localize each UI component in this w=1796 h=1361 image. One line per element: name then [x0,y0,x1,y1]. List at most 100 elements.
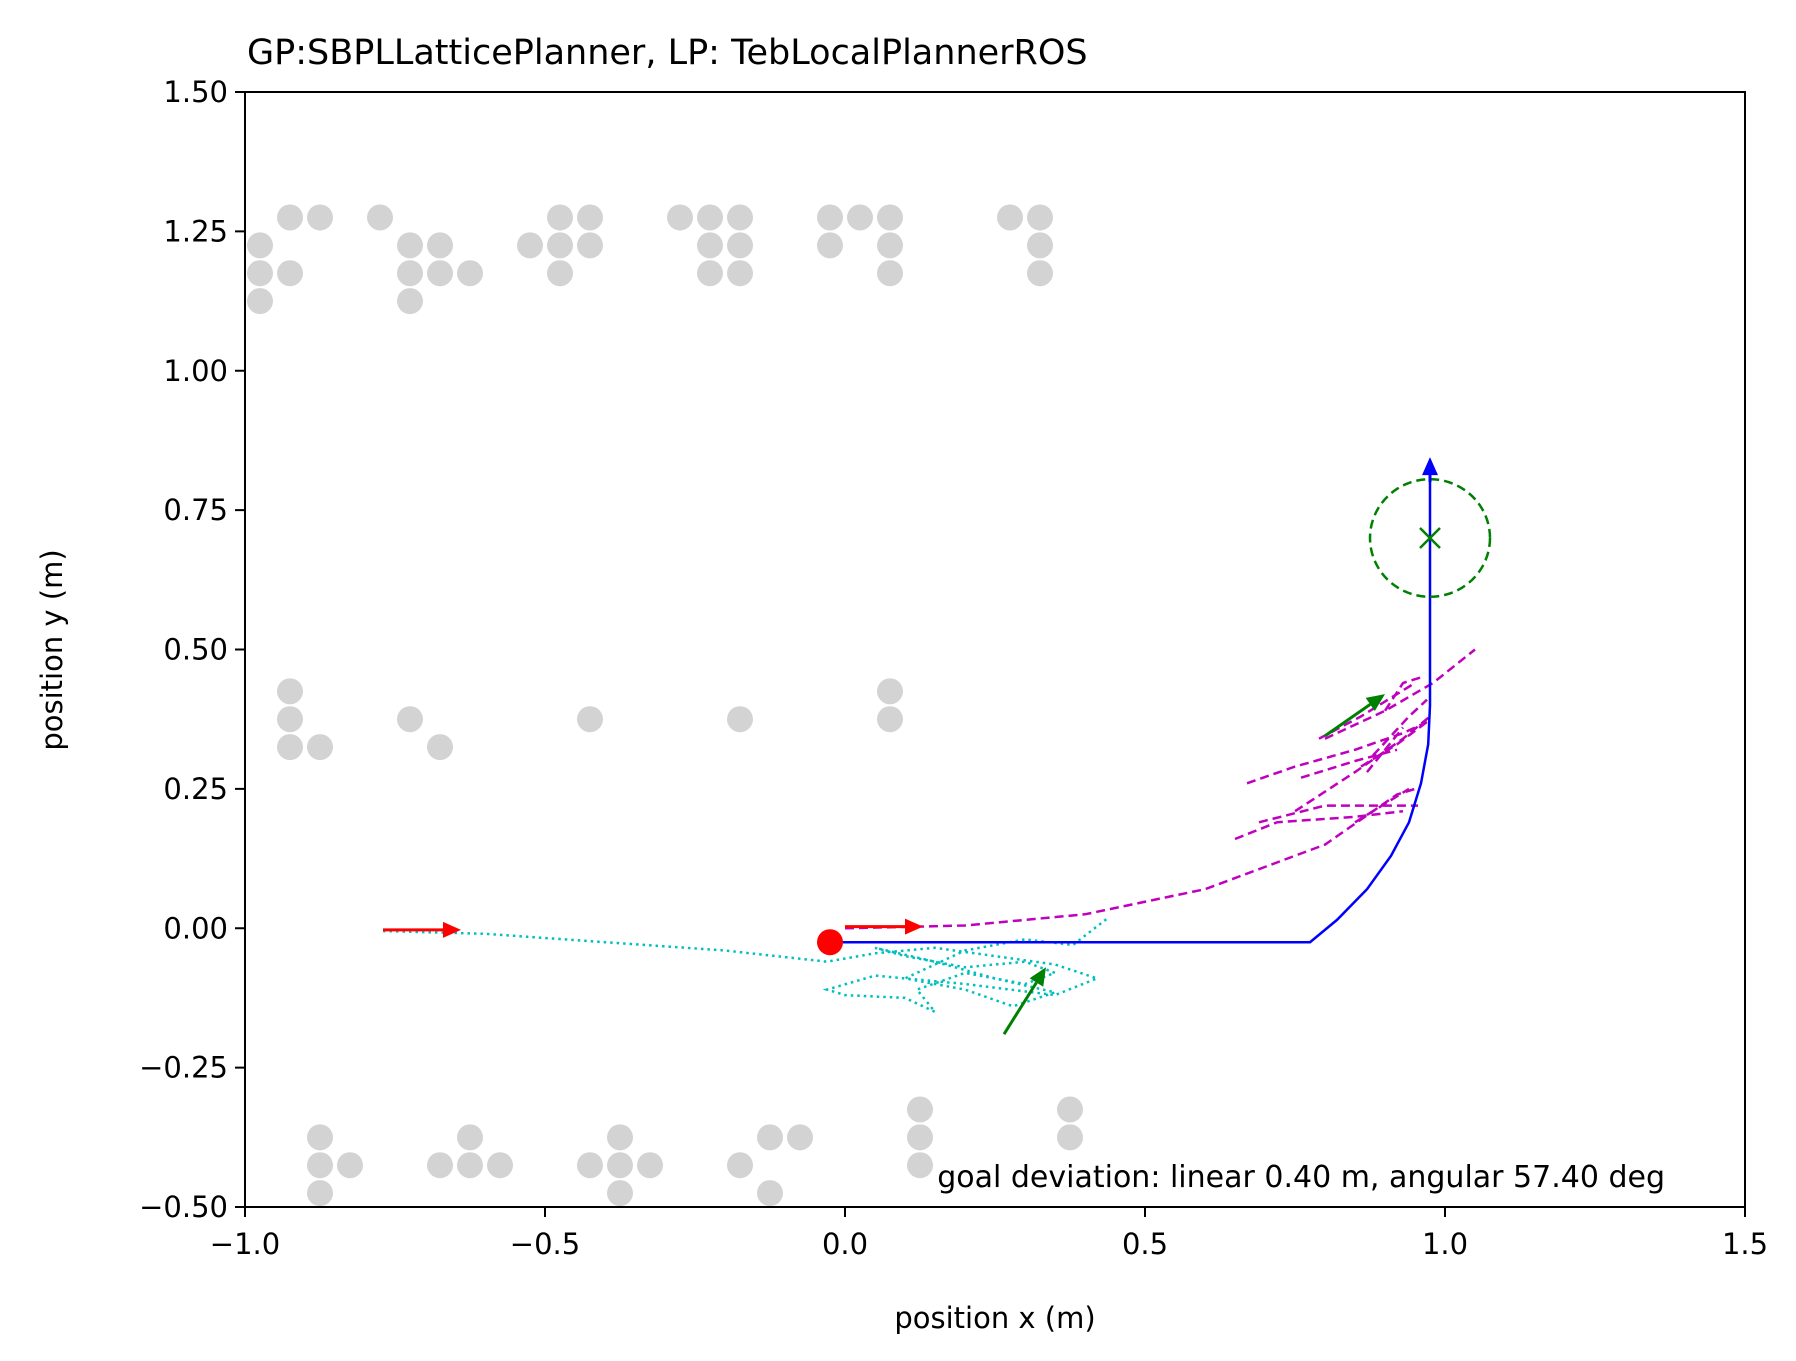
trajectory-line [382,916,1110,1014]
obstacle-point [397,232,423,259]
arrows-layer [383,457,1438,1035]
obstacle-point [427,1152,453,1179]
obstacle-point [877,232,903,259]
obstacle-point [277,678,303,705]
obstacle-point [637,1152,663,1179]
x-tick-label: 0.0 [822,1227,868,1261]
obstacle-point [1027,260,1053,287]
obstacle-point [577,706,603,733]
obstacle-point [517,232,543,259]
obstacle-point [397,260,423,287]
start-layer [817,929,843,956]
obstacle-point [277,706,303,733]
obstacle-point [997,204,1023,231]
obstacle-point [697,260,723,287]
obstacle-point [427,260,453,287]
obstacles-layer [247,204,1083,1207]
obstacle-point [727,204,753,231]
local-plan-line [1372,698,1428,757]
y-tick-label: 1.25 [163,214,228,248]
obstacle-point [817,204,843,231]
goal-deviation-annotation: goal deviation: linear 0.40 m, angular 5… [937,1160,1665,1195]
local-plan-line [844,787,1416,930]
obstacle-point [877,678,903,705]
y-tick-label: 0.00 [163,911,228,945]
y-axis-label: position y (m) [35,549,69,750]
obstacle-point [307,1124,333,1151]
obstacle-point [787,1124,813,1151]
obstacle-point [577,204,603,231]
local-plan-line [1258,804,1418,824]
local-plan-line [1354,787,1410,824]
start-point [817,929,843,956]
obstacle-point [277,204,303,231]
global-plan-line [830,460,1432,944]
obstacle-point [277,734,303,761]
obstacle-point [397,706,423,733]
trajectory-layer [382,916,1110,1014]
obstacle-point [697,232,723,259]
obstacle-point [727,260,753,287]
green-arrow-head [1029,967,1046,987]
local-plan-line [1318,681,1416,740]
y-axis-ticks: −0.50 −0.25 0.00 0.25 0.50 0.75 1.00 1.25 1.50 [139,75,245,1224]
x-axis-ticks: −1.0 −0.5 0.0 0.5 1.0 1.5 [210,1207,1768,1261]
obstacle-point [547,232,573,259]
obstacle-point [607,1152,633,1179]
y-tick-label: −0.25 [139,1051,228,1085]
local-plan-line [1383,676,1422,712]
obstacle-point [727,706,753,733]
obstacle-point [337,1152,363,1179]
x-tick-label: 1.0 [1422,1227,1468,1261]
plot-area [247,204,1492,1207]
goal-marker [1419,527,1441,549]
obstacle-point [427,734,453,761]
obstacle-point [547,260,573,287]
obstacle-point [907,1152,933,1179]
obstacle-point [307,1152,333,1179]
obstacle-point [607,1180,633,1207]
obstacle-point [607,1124,633,1151]
obstacle-point [757,1124,783,1151]
obstacle-point [427,232,453,259]
obstacle-point [907,1096,933,1123]
global-plan-layer [830,460,1432,944]
y-tick-label: 0.50 [163,633,228,667]
obstacle-point [697,204,723,231]
obstacle-point [277,260,303,287]
obstacle-point [817,232,843,259]
local-plan-line [1300,748,1398,779]
x-tick-label: −0.5 [510,1227,580,1261]
goal-tolerance-circle [1368,477,1492,599]
x-tick-label: −1.0 [210,1227,280,1261]
local-plan-line [1360,720,1428,768]
obstacle-point [487,1152,513,1179]
obstacle-point [307,734,333,761]
obstacle-point [367,204,393,231]
y-tick-label: 0.75 [163,493,228,527]
red-arrow-head [905,918,923,935]
obstacle-point [667,204,693,231]
obstacle-point [307,1180,333,1207]
obstacle-point [457,1152,483,1179]
obstacle-point [457,260,483,287]
obstacle-point [847,204,873,231]
x-tick-label: 1.5 [1722,1227,1768,1261]
obstacle-point [547,204,573,231]
obstacle-point [247,232,273,259]
blue-arrow-head [1422,457,1438,476]
obstacle-point [577,1152,603,1179]
obstacle-point [397,288,423,315]
y-tick-label: −0.50 [139,1190,228,1224]
obstacle-point [307,204,333,231]
chart-title: GP:SBPLLatticePlanner, LP: TebLocalPlann… [247,33,1088,73]
red-arrow-head [443,921,461,938]
x-axis-label: position x (m) [894,1301,1095,1335]
obstacle-point [1057,1096,1083,1123]
y-tick-label: 1.00 [163,354,228,388]
obstacle-point [1027,204,1053,231]
obstacle-point [907,1124,933,1151]
local-plan-line [1246,720,1428,785]
